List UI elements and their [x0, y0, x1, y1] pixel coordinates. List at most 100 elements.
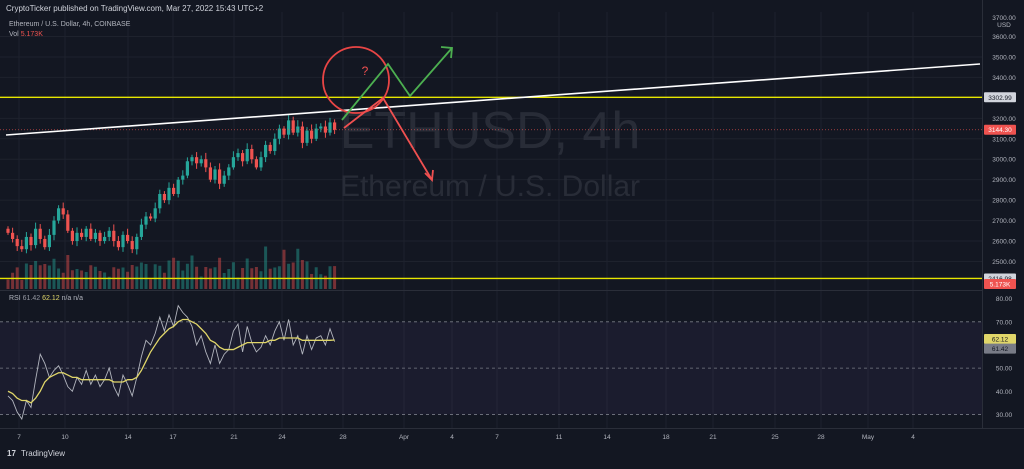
- volume-bar: [158, 265, 162, 289]
- horizontal-levels[interactable]: [0, 96, 982, 280]
- volume-bar: [245, 258, 249, 289]
- volume-bar: [139, 262, 143, 289]
- tradingview-branding[interactable]: 17 TradingView: [7, 449, 65, 458]
- volume-bar: [222, 273, 226, 289]
- candle: [167, 187, 171, 201]
- candle: [153, 208, 157, 219]
- currency-label: USD: [997, 22, 1011, 29]
- volume-bar: [47, 265, 51, 289]
- candle: [305, 130, 309, 143]
- rsi-ma-line: [7, 318, 335, 404]
- candle: [195, 157, 199, 164]
- volume-bar: [126, 271, 130, 289]
- candle: [241, 153, 245, 162]
- candle: [135, 236, 139, 250]
- time-tick-label: 25: [771, 434, 779, 441]
- candle: [277, 128, 281, 139]
- trend-line[interactable]: [5, 63, 981, 136]
- candle: [333, 122, 337, 130]
- volume-bar: [29, 265, 33, 289]
- volume-bar: [287, 263, 291, 289]
- candle: [20, 246, 24, 250]
- last-price-badge-label: 3144.30: [988, 127, 1012, 134]
- candle: [126, 234, 130, 242]
- candle: [15, 238, 19, 247]
- symbol-legend: Ethereum / U.S. Dollar, 4h, COINBASE Vol…: [9, 20, 130, 40]
- volume-bar: [11, 272, 15, 289]
- volume-bar: [61, 272, 65, 289]
- volume-bar: [296, 248, 300, 289]
- candle: [176, 179, 180, 194]
- candle: [172, 187, 176, 194]
- candle: [310, 130, 314, 139]
- red-scenario-arrow[interactable]: [343, 96, 433, 181]
- rsi-ma-value: 62.12: [42, 295, 60, 302]
- rsi-tick-label: 30.00: [996, 412, 1013, 419]
- volume-bar: [310, 274, 314, 289]
- volume-bar: [6, 279, 10, 289]
- candle: [227, 167, 231, 176]
- question-mark: ?: [362, 64, 369, 78]
- time-tick-label: 14: [603, 434, 611, 441]
- candle: [52, 220, 56, 235]
- symbol-watermark: ETHUSD, 4h Ethereum / U.S. Dollar: [340, 102, 641, 203]
- candle: [61, 208, 65, 215]
- volume-bar: [190, 255, 194, 289]
- price-tick-label: 3000.00: [992, 157, 1016, 164]
- red-arrow-head: [424, 169, 434, 182]
- candle: [6, 228, 10, 233]
- volume-bar: [66, 255, 70, 289]
- rsi-axis-badge-label: 62.12: [992, 337, 1009, 344]
- rsi-value: 61.42: [22, 295, 41, 302]
- candle: [213, 169, 217, 180]
- volume-bar: [80, 270, 84, 289]
- volume-bar: [144, 264, 148, 289]
- price-tick-label: 3100.00: [992, 136, 1016, 143]
- volume-bar: [259, 271, 263, 289]
- candle: [121, 234, 125, 248]
- rsi-extra: n/a n/a: [61, 295, 84, 302]
- candle: [291, 120, 295, 133]
- rsi-axis-badge: [984, 343, 1016, 354]
- time-axis[interactable]: 7 10 14 17 21 24 28 Apr 4 7 11 14 18 21 25 28 May 4: [17, 434, 915, 441]
- volume-bar: [218, 257, 222, 289]
- rsi-label: RSI: [9, 295, 21, 302]
- time-tick-label: 10: [61, 434, 69, 441]
- volume-bar: [43, 264, 47, 289]
- candle: [112, 230, 116, 242]
- volume-bar: [277, 266, 281, 289]
- level-badge: [984, 92, 1016, 103]
- candle: [245, 149, 249, 162]
- candle: [199, 159, 203, 164]
- candle: [319, 126, 323, 129]
- volume-bar: [333, 266, 337, 289]
- candle: [47, 234, 51, 248]
- volume-bar: [162, 272, 166, 289]
- volume-bar: [199, 276, 203, 289]
- drawings[interactable]: ?: [5, 46, 981, 182]
- rsi-lines: [7, 304, 336, 421]
- price-tick-label: 3200.00: [992, 116, 1016, 123]
- volume-bar: [153, 264, 157, 289]
- candle: [139, 224, 143, 237]
- price-axis[interactable]: USD 2500.00 2600.00 2700.00 2800.00 2900.00 3…: [984, 15, 1016, 289]
- green-scenario-arrow[interactable]: [341, 47, 453, 121]
- volume-bar: [52, 258, 56, 289]
- volume-bar: [20, 279, 24, 289]
- price-tick-label: 2700.00: [992, 218, 1016, 225]
- candle: [300, 126, 304, 143]
- candle: [43, 238, 47, 248]
- candle: [29, 236, 33, 246]
- volume-bar: [328, 266, 332, 289]
- candle: [11, 232, 15, 239]
- question-circle[interactable]: [322, 46, 390, 114]
- price-tick-label: 2900.00: [992, 177, 1016, 184]
- time-tick-label: Apr: [399, 434, 410, 441]
- candle: [328, 122, 332, 133]
- candle: [158, 193, 162, 209]
- volume-bar: [70, 270, 74, 289]
- candle: [236, 153, 240, 158]
- candle: [80, 232, 84, 237]
